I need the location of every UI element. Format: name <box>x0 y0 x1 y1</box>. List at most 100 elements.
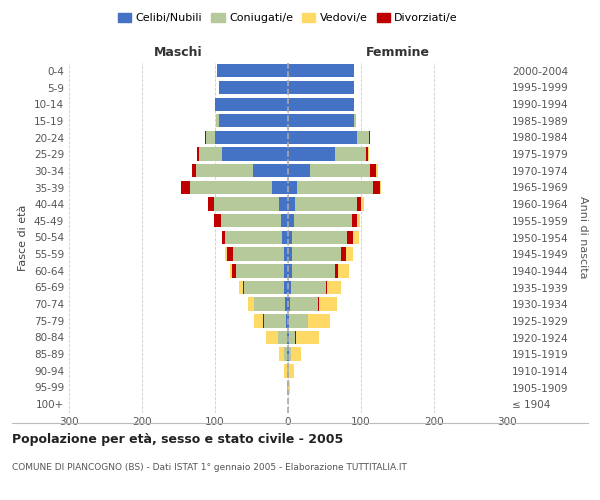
Bar <box>230 264 232 278</box>
Bar <box>292 264 335 278</box>
Y-axis label: Anni di nascita: Anni di nascita <box>578 196 588 278</box>
Text: Popolazione per età, sesso e stato civile - 2005: Popolazione per età, sesso e stato civil… <box>12 432 343 446</box>
Bar <box>288 331 289 344</box>
Bar <box>223 231 225 244</box>
Bar <box>191 164 196 177</box>
Bar <box>284 248 288 261</box>
Legend: Celibi/Nubili, Coniugati/e, Vedovi/e, Divorziati/e: Celibi/Nubili, Coniugati/e, Vedovi/e, Di… <box>113 8 463 28</box>
Bar <box>291 281 326 294</box>
Bar <box>292 231 347 244</box>
Bar <box>218 114 288 128</box>
Bar <box>243 281 244 294</box>
Bar <box>288 198 295 211</box>
Bar <box>358 131 369 144</box>
Bar <box>308 314 331 328</box>
Bar <box>223 148 288 161</box>
Bar <box>284 348 287 361</box>
Bar <box>232 264 236 278</box>
Bar <box>217 64 288 78</box>
Bar <box>318 298 319 311</box>
Bar <box>354 114 356 128</box>
Bar <box>295 331 296 344</box>
Bar <box>356 214 360 228</box>
Bar <box>373 181 380 194</box>
Bar <box>285 298 288 311</box>
Bar <box>215 131 288 144</box>
Bar <box>366 148 368 161</box>
Bar <box>288 131 358 144</box>
Bar <box>227 248 233 261</box>
Bar <box>288 181 297 194</box>
Bar <box>288 264 292 278</box>
Bar <box>248 298 254 311</box>
Bar <box>288 114 354 128</box>
Bar <box>288 348 289 361</box>
Bar <box>288 164 310 177</box>
Bar <box>297 181 373 194</box>
Bar <box>288 214 294 228</box>
Bar <box>347 231 353 244</box>
Bar <box>287 348 288 361</box>
Bar <box>208 198 214 211</box>
Bar <box>294 214 352 228</box>
Bar <box>282 231 288 244</box>
Bar <box>291 348 301 361</box>
Bar <box>225 248 227 261</box>
Bar <box>254 298 285 311</box>
Bar <box>196 164 253 177</box>
Bar <box>214 198 278 211</box>
Bar <box>346 248 353 261</box>
Bar <box>289 331 295 344</box>
Bar <box>289 314 308 328</box>
Bar <box>214 214 221 228</box>
Bar <box>221 231 223 244</box>
Bar <box>380 181 382 194</box>
Bar <box>353 231 359 244</box>
Bar <box>352 214 356 228</box>
Bar <box>289 364 294 378</box>
Bar <box>281 214 288 228</box>
Bar <box>288 364 289 378</box>
Bar <box>221 214 281 228</box>
Bar <box>335 148 366 161</box>
Bar <box>253 164 288 177</box>
Bar <box>287 364 288 378</box>
Bar <box>356 198 361 211</box>
Bar <box>295 198 356 211</box>
Bar <box>218 81 288 94</box>
Bar <box>264 314 286 328</box>
Bar <box>181 181 190 194</box>
Bar <box>287 381 288 394</box>
Bar <box>370 164 376 177</box>
Bar <box>335 264 338 278</box>
Bar <box>296 331 319 344</box>
Bar <box>292 248 341 261</box>
Bar <box>288 64 354 78</box>
Bar <box>286 314 288 328</box>
Bar <box>205 131 206 144</box>
Bar <box>341 248 346 261</box>
Bar <box>369 131 370 144</box>
Bar <box>197 148 199 161</box>
Bar <box>288 281 291 294</box>
Bar <box>236 264 284 278</box>
Bar <box>239 281 243 294</box>
Bar <box>310 164 370 177</box>
Bar <box>287 331 288 344</box>
Bar <box>279 348 284 361</box>
Bar <box>217 114 218 128</box>
Bar <box>361 198 364 211</box>
Bar <box>288 298 290 311</box>
Bar <box>288 98 354 111</box>
Bar <box>284 281 288 294</box>
Bar <box>263 314 264 328</box>
Bar <box>215 98 288 111</box>
Bar <box>244 281 284 294</box>
Bar <box>254 314 263 328</box>
Bar <box>266 331 278 344</box>
Bar <box>288 314 289 328</box>
Bar <box>278 198 288 211</box>
Text: COMUNE DI PIANCOGNO (BS) - Dati ISTAT 1° gennaio 2005 - Elaborazione TUTTITALIA.: COMUNE DI PIANCOGNO (BS) - Dati ISTAT 1°… <box>12 462 407 471</box>
Bar <box>190 181 272 194</box>
Bar <box>288 248 292 261</box>
